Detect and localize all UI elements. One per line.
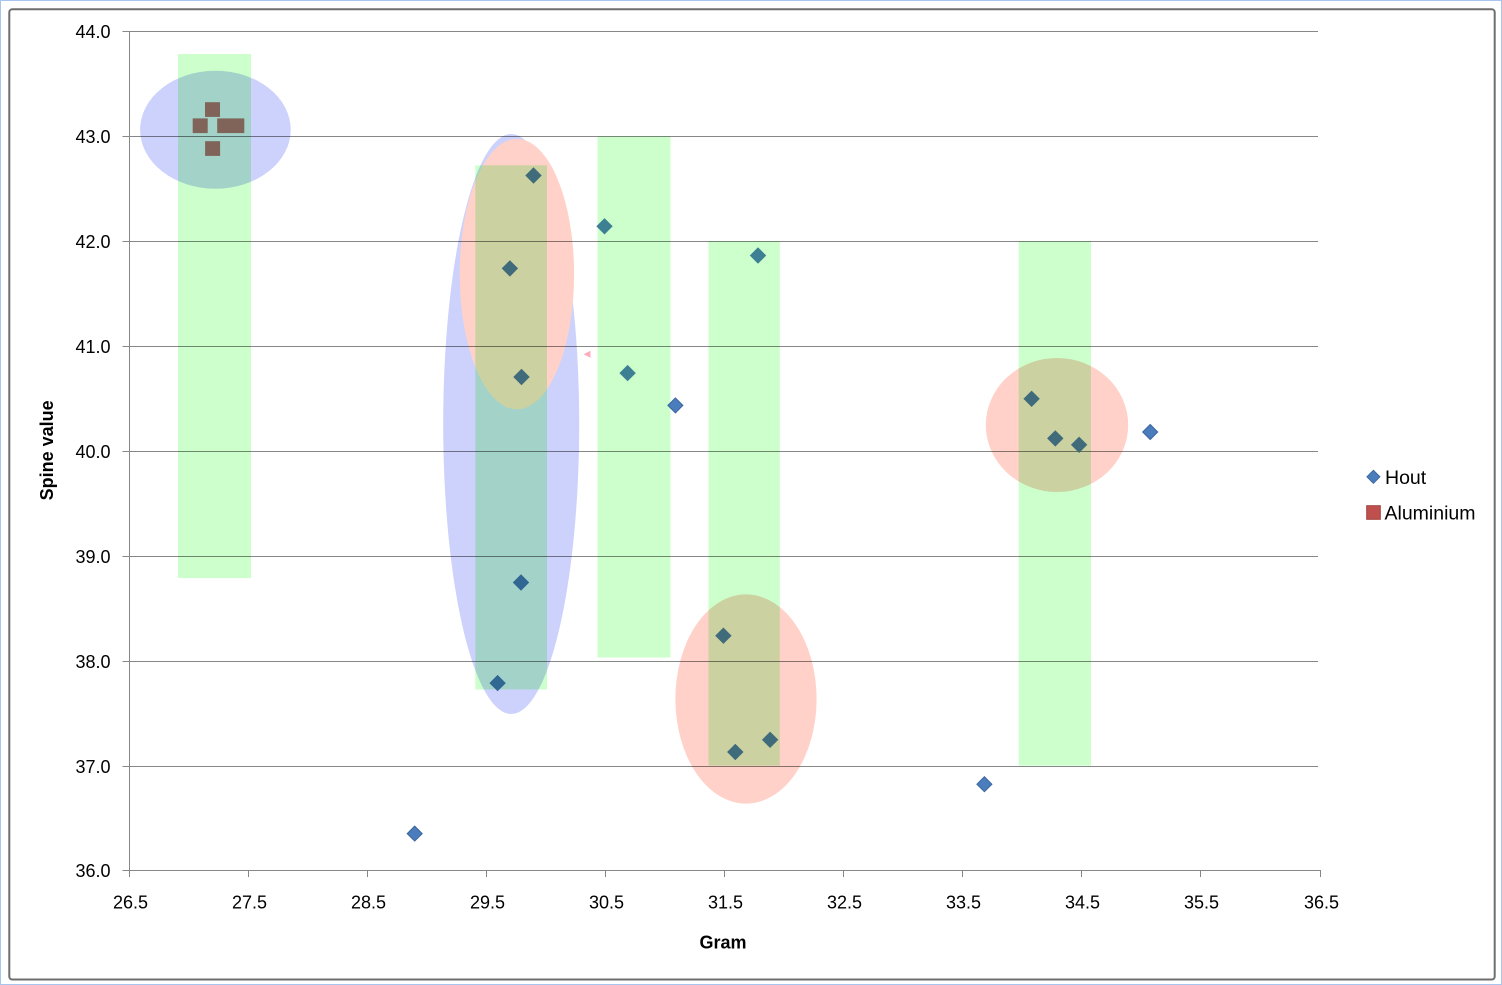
svg-text:27.5: 27.5 [232,892,267,912]
svg-text:31.5: 31.5 [708,892,743,912]
svg-text:37.0: 37.0 [75,757,110,777]
svg-text:43.0: 43.0 [75,127,110,147]
svg-text:33.5: 33.5 [946,892,981,912]
svg-text:30.5: 30.5 [589,892,624,912]
svg-text:39.0: 39.0 [75,547,110,567]
svg-text:28.5: 28.5 [351,892,386,912]
svg-text:35.5: 35.5 [1184,892,1219,912]
svg-text:Hout: Hout [1385,467,1427,489]
svg-text:Spine value: Spine value [37,400,57,500]
svg-text:40.0: 40.0 [75,442,110,462]
svg-text:36.0: 36.0 [75,861,110,881]
svg-text:42.0: 42.0 [75,232,110,252]
svg-text:Gram: Gram [699,933,746,953]
svg-text:Aluminium: Aluminium [1385,503,1476,525]
svg-text:36.5: 36.5 [1304,892,1339,912]
svg-text:32.5: 32.5 [827,892,862,912]
svg-text:41.0: 41.0 [75,337,110,357]
svg-text:29.5: 29.5 [470,892,505,912]
svg-text:34.5: 34.5 [1065,892,1100,912]
svg-text:26.5: 26.5 [113,892,148,912]
svg-text:38.0: 38.0 [75,652,110,672]
svg-text:44.0: 44.0 [75,22,110,42]
